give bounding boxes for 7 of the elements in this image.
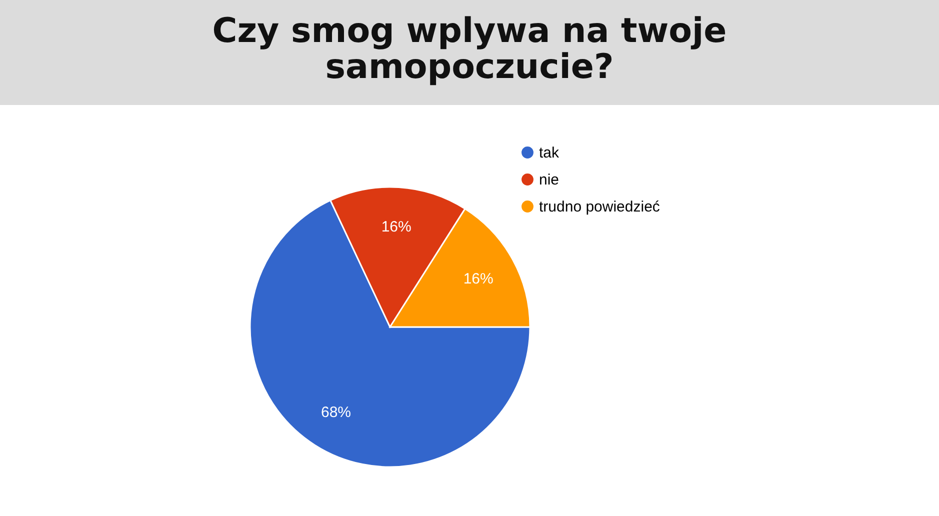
legend-label: nie [539,172,560,188]
chart-title: Czy smog wplywa na twoje samopoczucie? [212,11,727,87]
legend-label: trudno powiedzieć [539,198,660,216]
data-label: 16% [463,270,494,288]
data-label: 16% [381,218,412,236]
data-label: 68% [320,404,352,422]
legend-label: tak [539,144,560,162]
